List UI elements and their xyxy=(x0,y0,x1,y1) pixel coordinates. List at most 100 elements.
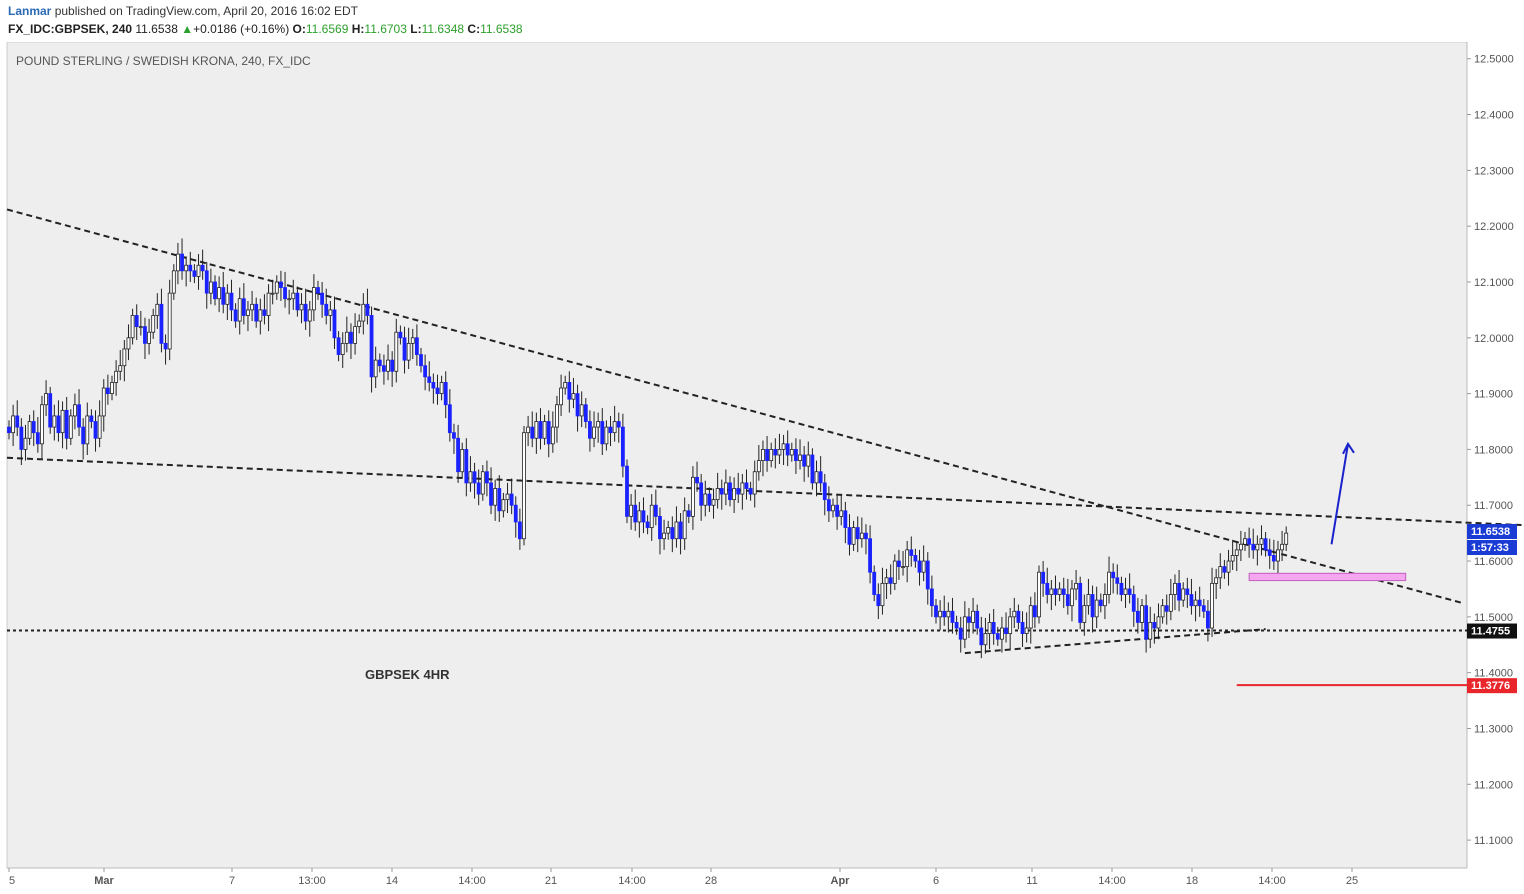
candle-body xyxy=(814,471,819,484)
candle-body xyxy=(1024,627,1029,634)
candle-body xyxy=(1041,571,1046,584)
candle-body xyxy=(773,449,778,456)
candle-body xyxy=(732,488,737,501)
candle-body xyxy=(1008,616,1013,634)
candle-body xyxy=(954,622,959,629)
candle-body xyxy=(752,471,757,495)
candle-body xyxy=(159,303,164,344)
candle-body xyxy=(1119,582,1124,595)
candle-body xyxy=(299,303,304,311)
candle-body xyxy=(505,493,510,501)
candle-body xyxy=(1243,538,1247,545)
candle-body xyxy=(44,393,48,406)
candle-body xyxy=(1082,605,1087,623)
candle-body xyxy=(303,303,308,322)
candle-body xyxy=(118,365,123,372)
high-label: H: xyxy=(351,22,365,36)
candle-body xyxy=(270,292,275,295)
candle-body xyxy=(513,504,518,523)
candle-body xyxy=(184,264,189,272)
candle-body xyxy=(550,426,555,445)
candle-body xyxy=(637,510,642,523)
candle-body xyxy=(559,387,563,406)
candle-body xyxy=(229,292,234,311)
candle-body xyxy=(987,622,992,634)
candle-body xyxy=(23,437,28,450)
candle-body xyxy=(579,404,584,417)
candle-body xyxy=(794,449,798,461)
candle-body xyxy=(522,432,526,540)
candle-body xyxy=(1173,582,1177,595)
price-axis[interactable] xyxy=(1467,42,1524,868)
time-axis[interactable] xyxy=(7,868,1467,894)
candle-body xyxy=(509,493,514,506)
candle-body xyxy=(291,292,296,300)
candle-body xyxy=(369,315,374,378)
plot-area[interactable] xyxy=(6,42,1468,869)
candle-body xyxy=(645,521,650,528)
y-tick-label: 12.0000 xyxy=(1474,333,1514,345)
candle-body xyxy=(167,292,172,350)
demand-zone xyxy=(1248,572,1407,582)
candle-body xyxy=(798,454,802,461)
candle-body xyxy=(1086,594,1091,607)
candle-body xyxy=(958,627,963,640)
candle-body xyxy=(200,264,205,272)
candle-body xyxy=(765,449,769,461)
candle-body xyxy=(616,421,621,428)
candle-body xyxy=(287,298,292,301)
candle-body xyxy=(831,504,835,512)
y-tick-label: 12.3000 xyxy=(1474,165,1514,177)
candle-body xyxy=(641,510,646,523)
candle-body xyxy=(723,482,728,495)
candle-body xyxy=(101,387,106,417)
candle-body xyxy=(447,404,452,434)
candle-body xyxy=(822,482,827,501)
candle-body xyxy=(31,421,36,434)
y-tick-label: 11.6000 xyxy=(1474,556,1513,568)
x-tick-label: 7 xyxy=(229,875,235,887)
candle-body xyxy=(938,610,943,618)
candle-body xyxy=(1061,588,1066,595)
support-price-label: 11.4755 xyxy=(1471,626,1510,638)
candle-body xyxy=(728,482,732,501)
candle-body xyxy=(52,415,57,428)
candle-body xyxy=(571,393,576,400)
candle-body xyxy=(538,421,543,439)
candle-body xyxy=(357,320,362,328)
candle-body xyxy=(1144,605,1149,640)
candle-body xyxy=(1098,599,1103,607)
x-tick-label: 28 xyxy=(705,875,717,887)
candle-body xyxy=(48,393,53,428)
candle-body xyxy=(114,370,119,383)
y-tick-label: 11.9000 xyxy=(1474,389,1513,401)
candle-body xyxy=(1210,582,1214,629)
candle-body xyxy=(40,404,44,445)
candle-body xyxy=(192,270,197,277)
candle-body xyxy=(934,605,938,618)
candle-body xyxy=(567,382,572,400)
author-link[interactable]: Lanmar xyxy=(8,4,52,18)
price-chart[interactable]: POUND STERLING / SWEDISH KRONA, 240, FX_… xyxy=(0,42,1524,894)
y-tick-label: 12.4000 xyxy=(1474,110,1514,122)
candle-body xyxy=(583,404,588,422)
candle-body xyxy=(983,633,988,646)
candle-body xyxy=(913,555,918,562)
arrow-head-icon xyxy=(1342,441,1355,455)
candle-body xyxy=(353,326,357,344)
candle-body xyxy=(625,465,629,517)
candle-body xyxy=(151,315,156,333)
candle-body xyxy=(612,421,617,434)
candle-body xyxy=(493,488,498,506)
candle-body xyxy=(241,298,246,316)
candle-body xyxy=(785,443,790,456)
candle-body xyxy=(89,415,94,422)
open-label: O: xyxy=(292,22,306,36)
y-tick-label: 11.2000 xyxy=(1474,779,1513,791)
x-tick-label: 14:00 xyxy=(458,875,486,887)
candle-body xyxy=(344,331,349,344)
candle-body xyxy=(419,354,423,367)
x-tick-label: 13:00 xyxy=(298,875,326,887)
candle-body xyxy=(171,270,176,294)
candle-body xyxy=(806,454,811,467)
